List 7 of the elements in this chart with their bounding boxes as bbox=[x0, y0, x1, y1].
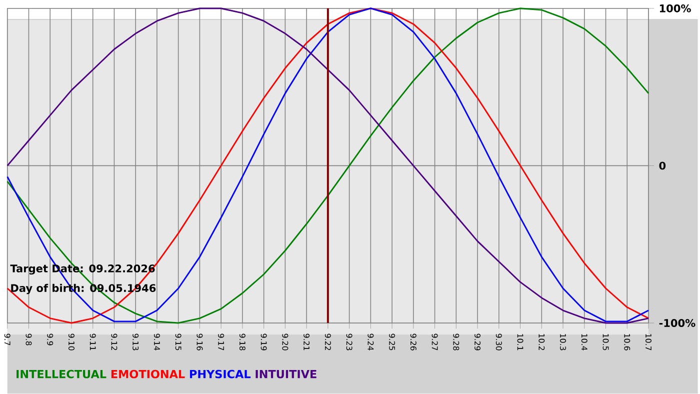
y-tick-label: 100% bbox=[660, 4, 691, 12]
y-tick-label: -100% bbox=[659, 319, 696, 328]
text: EMOTIONAL bbox=[111, 370, 185, 378]
text: INTUITIVE bbox=[256, 370, 316, 378]
y-tick-label: 0 bbox=[659, 162, 666, 170]
text: INTELLECTUAL bbox=[16, 370, 106, 378]
text: PHYSICAL bbox=[190, 370, 251, 378]
